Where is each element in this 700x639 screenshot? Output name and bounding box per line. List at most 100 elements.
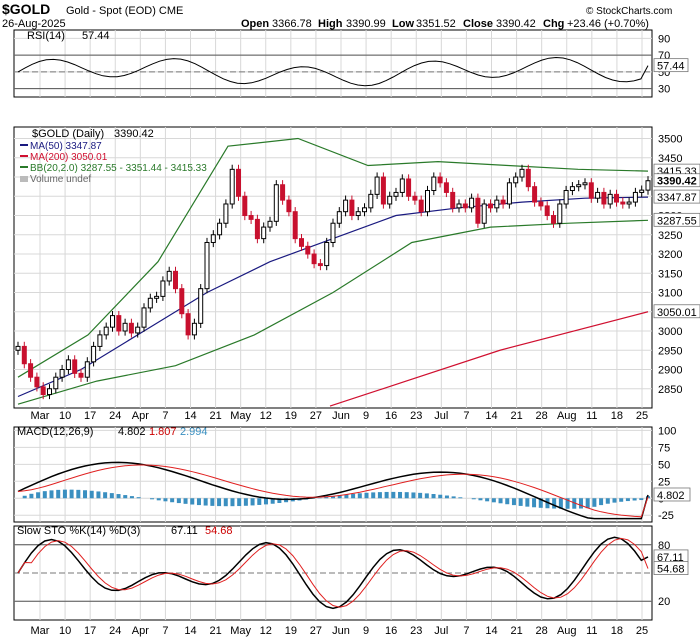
macd-hist-bar xyxy=(36,492,41,499)
ohlc-readout: Open 3366.78 High 3390.99 Low 3351.52 Cl… xyxy=(241,18,649,30)
candle-body xyxy=(191,322,197,336)
candle-body xyxy=(557,203,563,224)
macd-hist-bar xyxy=(438,494,443,499)
macd-frame xyxy=(13,426,653,523)
macd-hist-bar xyxy=(605,498,610,504)
rsi-value: 57.44 xyxy=(82,30,110,42)
x-tick-bottom: 25 xyxy=(636,625,648,637)
macd-hist-bar xyxy=(458,497,463,499)
price-frame xyxy=(13,126,653,409)
candle-body xyxy=(236,168,241,197)
x-tick-top: Mar xyxy=(31,410,50,422)
macd-hist-bar xyxy=(572,498,577,509)
candle-body xyxy=(286,199,292,213)
candle-body xyxy=(632,191,638,203)
sto-label-box xyxy=(653,561,689,576)
candle-body xyxy=(500,199,506,205)
x-tick-top: 17 xyxy=(84,410,96,422)
macd-hist-bar xyxy=(136,497,141,499)
candle-body xyxy=(97,334,103,347)
sto-d-value: 54.68 xyxy=(205,525,233,537)
macd-y-tick: 50 xyxy=(658,459,670,471)
candle-body xyxy=(299,238,304,247)
macd-hist-bar xyxy=(217,498,222,507)
x-tick-bottom: 7 xyxy=(162,625,168,637)
x-tick-top: 24 xyxy=(109,410,121,422)
candle-body xyxy=(84,361,90,378)
x-tick-top: 25 xyxy=(636,410,648,422)
candle-body xyxy=(166,270,172,282)
price-y-tick: 2850 xyxy=(658,384,682,396)
macd-hist-bar xyxy=(625,498,630,502)
bb-swatch xyxy=(20,166,28,168)
x-tick-bottom: 21 xyxy=(510,625,522,637)
macd-hist-bar xyxy=(538,498,543,508)
candle-body xyxy=(217,222,223,236)
candle-body xyxy=(59,369,65,378)
sto-legend: Slow STO %K(14) %D(3) 67.11 54.68 xyxy=(17,525,233,537)
macd-hist-bar xyxy=(391,491,396,499)
x-tick-top: Jul xyxy=(434,410,448,422)
x-tick-top: 27 xyxy=(310,410,322,422)
x-tick-bottom: Apr xyxy=(132,625,149,637)
candle-body xyxy=(569,186,575,192)
macd-hist-bar xyxy=(491,498,496,503)
candle-body xyxy=(538,201,544,207)
candle-body xyxy=(588,182,594,199)
volume-legend: Volume undef xyxy=(30,174,91,185)
macd-hist-bar xyxy=(431,494,436,499)
macd-hist-bar xyxy=(176,498,181,504)
candle-body xyxy=(607,193,613,205)
macd-y-tick: 75 xyxy=(658,442,670,454)
macd-hist-bar xyxy=(485,498,490,502)
macd-hist-bar xyxy=(223,498,228,507)
macd-hist-bar xyxy=(324,496,329,499)
macd-hist-bar xyxy=(451,496,456,499)
volume-swatch xyxy=(20,176,28,182)
x-tick-top: Aug xyxy=(557,410,577,422)
price-label: 3050.01 xyxy=(657,307,697,319)
x-tick-top: 11 xyxy=(586,410,597,422)
candle-body xyxy=(582,182,588,186)
candle-body xyxy=(53,376,59,390)
candle-body xyxy=(387,195,393,205)
macd-hist-bar xyxy=(270,498,275,504)
price-y-tick: 3250 xyxy=(658,230,682,242)
macd-hist-bar xyxy=(96,491,101,499)
macd-y-tick: -25 xyxy=(658,510,674,522)
macd-hist-bar xyxy=(257,498,262,505)
x-tick-top: 23 xyxy=(410,410,422,422)
watermark: © StockCharts.com xyxy=(586,6,672,17)
price-title: $GOLD (Daily) xyxy=(32,128,104,140)
x-tick-bottom: Jun xyxy=(332,625,350,637)
macd-hist-bar xyxy=(545,498,550,509)
candle-body xyxy=(317,263,323,267)
macd-hist-bar xyxy=(89,490,94,499)
candle-body xyxy=(292,211,298,240)
macd-hist-bar xyxy=(243,498,248,506)
macd-hist-bar xyxy=(518,498,523,506)
macd-legend: MACD(12,26,9) 4.802 1.807 2.994 xyxy=(17,426,208,438)
macd-hist-bar xyxy=(619,498,624,502)
x-tick-bottom: 23 xyxy=(410,625,422,637)
macd-hist-bar xyxy=(196,498,201,506)
macd-line xyxy=(17,461,649,520)
macd-hist-bar xyxy=(592,498,597,507)
candle-body xyxy=(141,307,147,328)
candle-body xyxy=(110,315,115,328)
macd-hist-bar xyxy=(22,495,27,499)
candle-body xyxy=(343,199,349,213)
macd-hist-bar xyxy=(76,489,81,499)
candle-body xyxy=(349,199,355,217)
candle-body xyxy=(78,372,84,378)
macd-hist-bar xyxy=(103,492,108,499)
candle-body xyxy=(462,203,468,209)
candle-body xyxy=(418,199,424,213)
signal-line xyxy=(17,464,649,518)
candle-body xyxy=(437,176,443,184)
candle-body xyxy=(399,178,405,193)
price-y-tick: 2900 xyxy=(658,365,682,377)
x-tick-bottom: Aug xyxy=(557,625,577,637)
candle-body xyxy=(355,211,361,217)
candle-body xyxy=(223,203,229,224)
